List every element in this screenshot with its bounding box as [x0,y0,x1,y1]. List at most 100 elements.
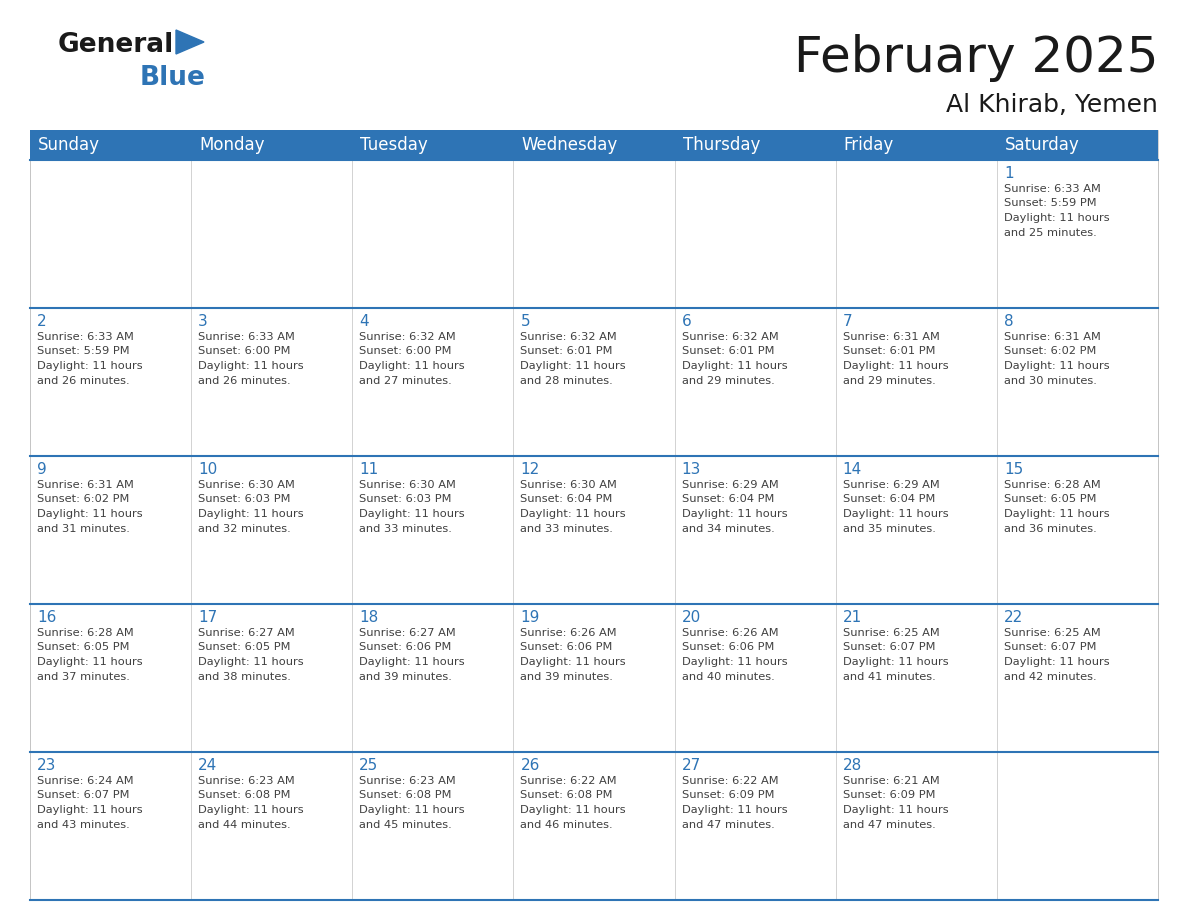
Text: Daylight: 11 hours: Daylight: 11 hours [682,805,788,815]
Text: 1: 1 [1004,166,1013,181]
Bar [997,130,1158,160]
Text: and 47 minutes.: and 47 minutes. [682,820,775,830]
Text: and 33 minutes.: and 33 minutes. [359,523,453,533]
Text: and 35 minutes.: and 35 minutes. [842,523,936,533]
Text: Sunset: 6:03 PM: Sunset: 6:03 PM [198,495,291,505]
Text: 24: 24 [198,758,217,773]
Text: Sunrise: 6:33 AM: Sunrise: 6:33 AM [1004,184,1101,194]
Text: Sunset: 6:06 PM: Sunset: 6:06 PM [520,643,613,653]
Bar [191,752,353,900]
Text: and 30 minutes.: and 30 minutes. [1004,375,1097,386]
Text: Daylight: 11 hours: Daylight: 11 hours [520,361,626,371]
Bar [191,308,353,456]
Text: Saturday: Saturday [1005,136,1080,154]
Text: Sunrise: 6:28 AM: Sunrise: 6:28 AM [1004,480,1100,490]
Bar [353,456,513,604]
Text: and 36 minutes.: and 36 minutes. [1004,523,1097,533]
Text: and 26 minutes.: and 26 minutes. [37,375,129,386]
Text: Sunset: 6:08 PM: Sunset: 6:08 PM [520,790,613,800]
Text: Daylight: 11 hours: Daylight: 11 hours [520,805,626,815]
Text: Daylight: 11 hours: Daylight: 11 hours [359,361,465,371]
Text: and 31 minutes.: and 31 minutes. [37,523,129,533]
Bar [353,160,513,308]
Text: Tuesday: Tuesday [360,136,428,154]
Bar [675,604,835,752]
Text: Sunset: 6:01 PM: Sunset: 6:01 PM [842,346,935,356]
Text: Sunset: 6:06 PM: Sunset: 6:06 PM [682,643,773,653]
Text: 16: 16 [37,610,56,625]
Bar [30,752,191,900]
Text: Sunrise: 6:28 AM: Sunrise: 6:28 AM [37,628,134,638]
Text: Sunset: 6:05 PM: Sunset: 6:05 PM [1004,495,1097,505]
Bar [191,130,353,160]
Text: Sunrise: 6:26 AM: Sunrise: 6:26 AM [520,628,617,638]
Text: Sunrise: 6:25 AM: Sunrise: 6:25 AM [1004,628,1100,638]
Text: Sunrise: 6:22 AM: Sunrise: 6:22 AM [520,776,617,786]
Text: Daylight: 11 hours: Daylight: 11 hours [198,361,304,371]
Text: Sunrise: 6:31 AM: Sunrise: 6:31 AM [1004,332,1101,342]
Text: and 27 minutes.: and 27 minutes. [359,375,453,386]
Text: and 38 minutes.: and 38 minutes. [198,671,291,681]
Bar [835,604,997,752]
Text: Sunrise: 6:22 AM: Sunrise: 6:22 AM [682,776,778,786]
Bar [353,308,513,456]
Text: 10: 10 [198,462,217,477]
Bar [513,160,675,308]
Bar [997,456,1158,604]
Bar [675,456,835,604]
Text: Sunrise: 6:33 AM: Sunrise: 6:33 AM [198,332,295,342]
Text: Sunset: 6:02 PM: Sunset: 6:02 PM [1004,346,1097,356]
Text: 12: 12 [520,462,539,477]
Text: and 47 minutes.: and 47 minutes. [842,820,935,830]
Text: February 2025: February 2025 [794,34,1158,82]
Text: Sunset: 6:00 PM: Sunset: 6:00 PM [198,346,291,356]
Text: Sunset: 6:07 PM: Sunset: 6:07 PM [1004,643,1097,653]
Text: Sunset: 5:59 PM: Sunset: 5:59 PM [37,346,129,356]
Text: and 39 minutes.: and 39 minutes. [520,671,613,681]
Text: Sunset: 5:59 PM: Sunset: 5:59 PM [1004,198,1097,208]
Text: Sunset: 6:01 PM: Sunset: 6:01 PM [682,346,775,356]
Text: Sunrise: 6:27 AM: Sunrise: 6:27 AM [198,628,295,638]
Text: Sunset: 6:03 PM: Sunset: 6:03 PM [359,495,451,505]
Bar [513,456,675,604]
Text: 4: 4 [359,314,369,329]
Text: Daylight: 11 hours: Daylight: 11 hours [359,509,465,519]
Text: and 41 minutes.: and 41 minutes. [842,671,935,681]
Bar [675,308,835,456]
Text: Sunset: 6:04 PM: Sunset: 6:04 PM [520,495,613,505]
Text: and 28 minutes.: and 28 minutes. [520,375,613,386]
Text: 26: 26 [520,758,539,773]
Text: Daylight: 11 hours: Daylight: 11 hours [1004,213,1110,223]
Bar [513,604,675,752]
Bar [191,160,353,308]
Text: and 42 minutes.: and 42 minutes. [1004,671,1097,681]
Text: Sunset: 6:07 PM: Sunset: 6:07 PM [842,643,935,653]
Text: 25: 25 [359,758,379,773]
Text: Sunrise: 6:31 AM: Sunrise: 6:31 AM [37,480,134,490]
Text: Daylight: 11 hours: Daylight: 11 hours [198,805,304,815]
Text: 14: 14 [842,462,862,477]
Text: Al Khirab, Yemen: Al Khirab, Yemen [946,93,1158,117]
Text: 20: 20 [682,610,701,625]
Text: Sunday: Sunday [38,136,100,154]
Text: Sunset: 6:00 PM: Sunset: 6:00 PM [359,346,451,356]
Bar [30,130,191,160]
Text: Sunset: 6:05 PM: Sunset: 6:05 PM [37,643,129,653]
Bar [835,752,997,900]
Text: Sunrise: 6:30 AM: Sunrise: 6:30 AM [520,480,618,490]
Text: and 46 minutes.: and 46 minutes. [520,820,613,830]
Text: Blue: Blue [140,65,206,91]
Text: Sunset: 6:08 PM: Sunset: 6:08 PM [359,790,451,800]
Bar [997,160,1158,308]
Text: Monday: Monday [200,136,265,154]
Text: Sunrise: 6:31 AM: Sunrise: 6:31 AM [842,332,940,342]
Text: Sunset: 6:02 PM: Sunset: 6:02 PM [37,495,129,505]
Text: and 33 minutes.: and 33 minutes. [520,523,613,533]
Text: 27: 27 [682,758,701,773]
Text: General: General [58,32,175,58]
Text: 18: 18 [359,610,379,625]
Text: Daylight: 11 hours: Daylight: 11 hours [1004,509,1110,519]
Text: 17: 17 [198,610,217,625]
Text: Daylight: 11 hours: Daylight: 11 hours [37,657,143,667]
Text: Sunset: 6:01 PM: Sunset: 6:01 PM [520,346,613,356]
